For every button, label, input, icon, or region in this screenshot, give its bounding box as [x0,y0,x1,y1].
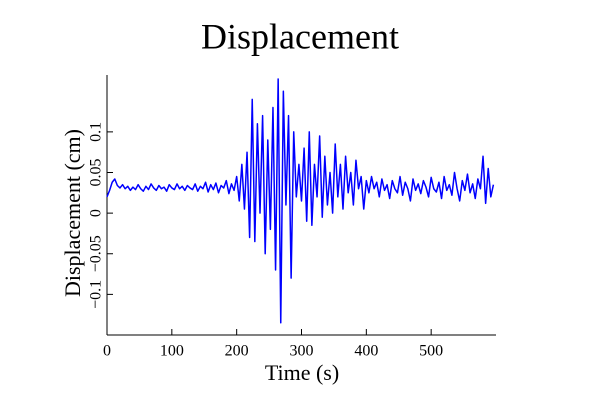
y-tick-label: −0.05 [88,235,105,272]
data-line [106,78,495,324]
x-axis-label: Time (s) [265,360,339,385]
y-tick-label: 0 [88,209,105,217]
x-tick-label: 100 [160,343,184,360]
chart-title: Displacement [201,16,399,56]
y-tick-label: 0.05 [88,159,105,187]
x-tick-label: 500 [419,343,443,360]
y-axis-label: Displacement (cm) [60,129,85,297]
x-tick-label: 300 [290,343,314,360]
x-tick-label: 400 [354,343,378,360]
x-tick-label: 200 [225,343,249,360]
y-tick-label: 0.1 [88,122,105,142]
x-tick-label: 0 [103,343,111,360]
y-tick-label: −0.1 [88,280,105,309]
